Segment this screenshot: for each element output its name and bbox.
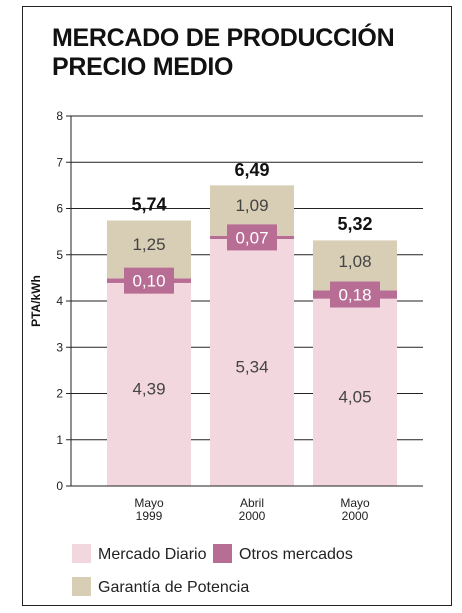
y-tick-label-7: 7 — [56, 155, 63, 169]
value-label-otros-mercados-0: 0,10 — [132, 272, 165, 291]
legend-swatch-1 — [213, 544, 232, 563]
value-label-garantia-potencia-0: 1,25 — [132, 235, 165, 254]
bar-mercado-diario-2 — [313, 298, 397, 486]
value-label-garantia-potencia-1: 1,09 — [235, 196, 268, 215]
chart-title-line-2: PRECIO MEDIO — [52, 53, 234, 81]
x-tick-label-0-line-2: 1999 — [136, 509, 163, 523]
otros-mercados-label-box-0 — [124, 267, 174, 294]
value-label-mercado-diario-1: 5,34 — [235, 358, 268, 377]
y-axis-label: PTA/kWh — [29, 275, 43, 327]
x-tick-label-2-line-1: Mayo — [340, 496, 370, 510]
total-label-1: 6,49 — [234, 160, 269, 180]
legend-swatch-0 — [72, 544, 91, 563]
x-tick-label-1-line-1: Abril — [240, 496, 264, 510]
bar-mercado-diario-0 — [107, 282, 191, 486]
legend-label-0: Mercado Diario — [98, 546, 207, 563]
total-label-2: 5,32 — [337, 214, 372, 234]
value-label-garantia-potencia-2: 1,08 — [338, 252, 371, 271]
chart-title: MERCADO DE PRODUCCIÓN PRECIO MEDIO — [52, 24, 395, 82]
x-tick-label-0-line-1: Mayo — [134, 496, 164, 510]
y-tick-label-5: 5 — [56, 248, 63, 262]
otros-mercados-label-box-2 — [330, 281, 380, 308]
total-label-0: 5,74 — [131, 195, 166, 215]
value-label-otros-mercados-1: 0,07 — [235, 228, 268, 247]
legend-label-1: Otros mercados — [239, 546, 353, 563]
y-tick-label-8: 8 — [56, 109, 63, 123]
y-tick-label-4: 4 — [56, 294, 63, 308]
otros-mercados-label-box-1 — [227, 224, 277, 251]
y-tick-label-0: 0 — [56, 479, 63, 493]
value-label-otros-mercados-2: 0,18 — [338, 286, 371, 305]
legend-swatch-2 — [72, 577, 91, 596]
y-tick-label-2: 2 — [56, 387, 63, 401]
y-tick-label-1: 1 — [56, 433, 63, 447]
chart-title-line-1: MERCADO DE PRODUCCIÓN — [52, 24, 395, 52]
x-tick-label-2-line-2: 2000 — [342, 509, 369, 523]
x-tick-label-1-line-2: 2000 — [239, 509, 266, 523]
bar-mercado-diario-1 — [210, 239, 294, 486]
legend-label-2: Garantía de Potencia — [98, 579, 249, 596]
value-label-mercado-diario-0: 4,39 — [132, 379, 165, 398]
y-tick-label-6: 6 — [56, 202, 63, 216]
value-label-mercado-diario-2: 4,05 — [338, 387, 371, 406]
y-tick-label-3: 3 — [56, 340, 63, 354]
